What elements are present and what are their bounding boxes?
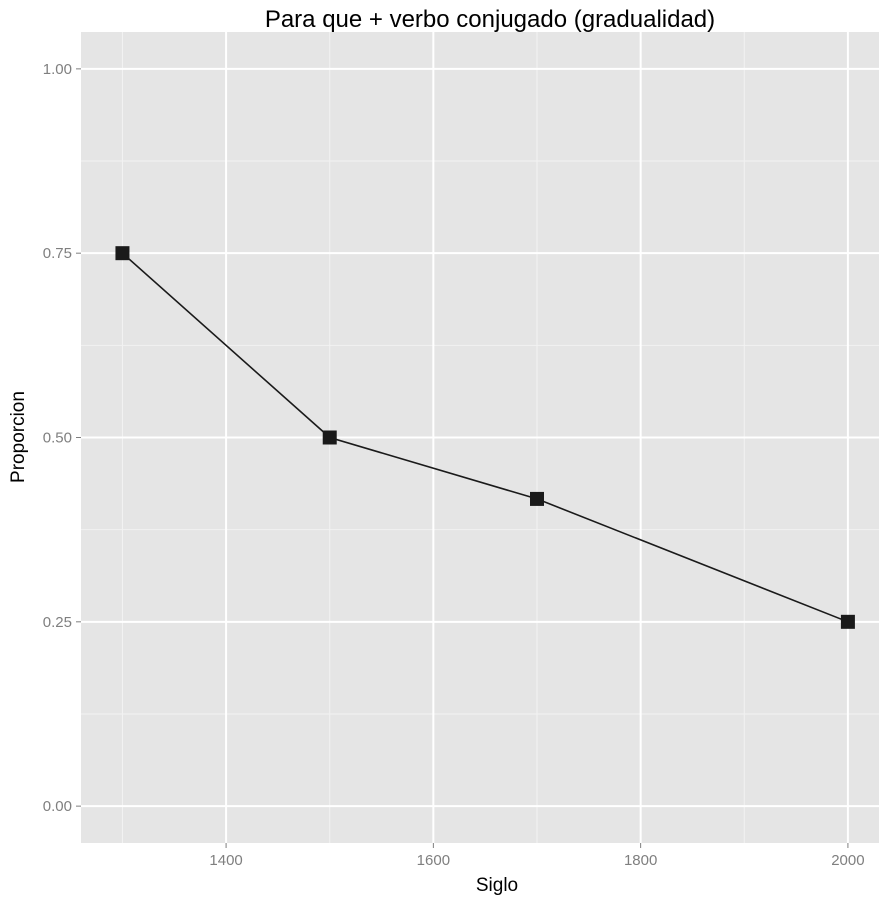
x-tick-label: 1600 <box>417 852 450 869</box>
y-axis-title: Proporcion <box>8 391 29 483</box>
chart-title: Para que + verbo conjugado (gradualidad) <box>265 6 715 33</box>
x-tick-label: 1400 <box>209 852 242 869</box>
series-line <box>121 252 849 623</box>
series-markers <box>115 246 855 629</box>
series-line-group <box>121 252 849 623</box>
x-tick-label: 1800 <box>624 852 657 869</box>
y-tick-label: 0.25 <box>43 614 72 631</box>
x-axis-title: Siglo <box>476 875 518 896</box>
data-point-marker <box>840 614 855 629</box>
x-axis-ticks: 1400 1600 1800 2000 <box>209 843 865 869</box>
major-gridlines <box>81 32 879 843</box>
y-axis-ticks: 0.00 0.25 0.50 0.75 1.00 <box>43 61 81 815</box>
y-tick-label: 0.00 <box>43 798 72 815</box>
data-point-marker <box>530 491 544 506</box>
y-tick-label: 1.00 <box>43 61 72 78</box>
x-tick-label: 2000 <box>831 852 864 869</box>
data-point-marker <box>115 246 130 261</box>
data-point-marker <box>322 430 337 445</box>
y-tick-label: 0.50 <box>43 430 72 447</box>
y-tick-label: 0.75 <box>43 245 72 262</box>
